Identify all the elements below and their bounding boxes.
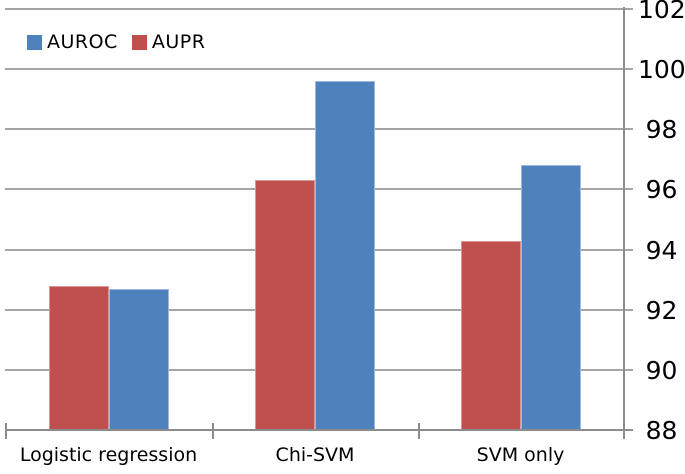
- bar-auroc-1: [315, 81, 375, 430]
- x-axis-tick-2: [418, 423, 420, 439]
- category-label-0: Logistic regression: [19, 444, 198, 466]
- bar-auroc-2: [520, 165, 581, 430]
- bar-aupr-1: [255, 180, 315, 430]
- x-axis-tick-0: [5, 423, 7, 439]
- legend-swatch-aupr-icon: [131, 34, 147, 50]
- gridline-88: [5, 429, 633, 431]
- y-tick-label-98: 98: [645, 115, 678, 144]
- x-axis-tick-1: [212, 423, 214, 439]
- bar-aupr-0: [48, 286, 109, 430]
- y-tick-label-96: 96: [645, 175, 678, 204]
- y-tick-label-94: 94: [645, 236, 678, 265]
- y-tick-label-92: 92: [645, 296, 678, 325]
- bar-auroc-0: [108, 289, 169, 430]
- y-tick-label-100: 100: [638, 55, 685, 84]
- bar-aupr-2: [460, 241, 521, 430]
- y-tick-label-90: 90: [645, 356, 678, 385]
- legend: AUROC AUPR: [27, 31, 205, 53]
- legend-item-auroc: AUROC: [27, 31, 118, 53]
- gridline-100: [5, 68, 633, 70]
- category-label-1: Chi-SVM: [275, 444, 355, 466]
- legend-label-aupr: AUPR: [151, 31, 206, 53]
- y-tick-label-102: 102: [638, 0, 685, 24]
- legend-label-auroc: AUROC: [47, 31, 118, 53]
- gridline-102: [5, 8, 633, 10]
- category-label-2: SVM only: [476, 444, 565, 466]
- legend-item-aupr: AUPR: [131, 31, 206, 53]
- legend-swatch-auroc-icon: [27, 34, 42, 50]
- y-tick-label-88: 88: [645, 416, 678, 445]
- y-axis-line: [623, 7, 625, 439]
